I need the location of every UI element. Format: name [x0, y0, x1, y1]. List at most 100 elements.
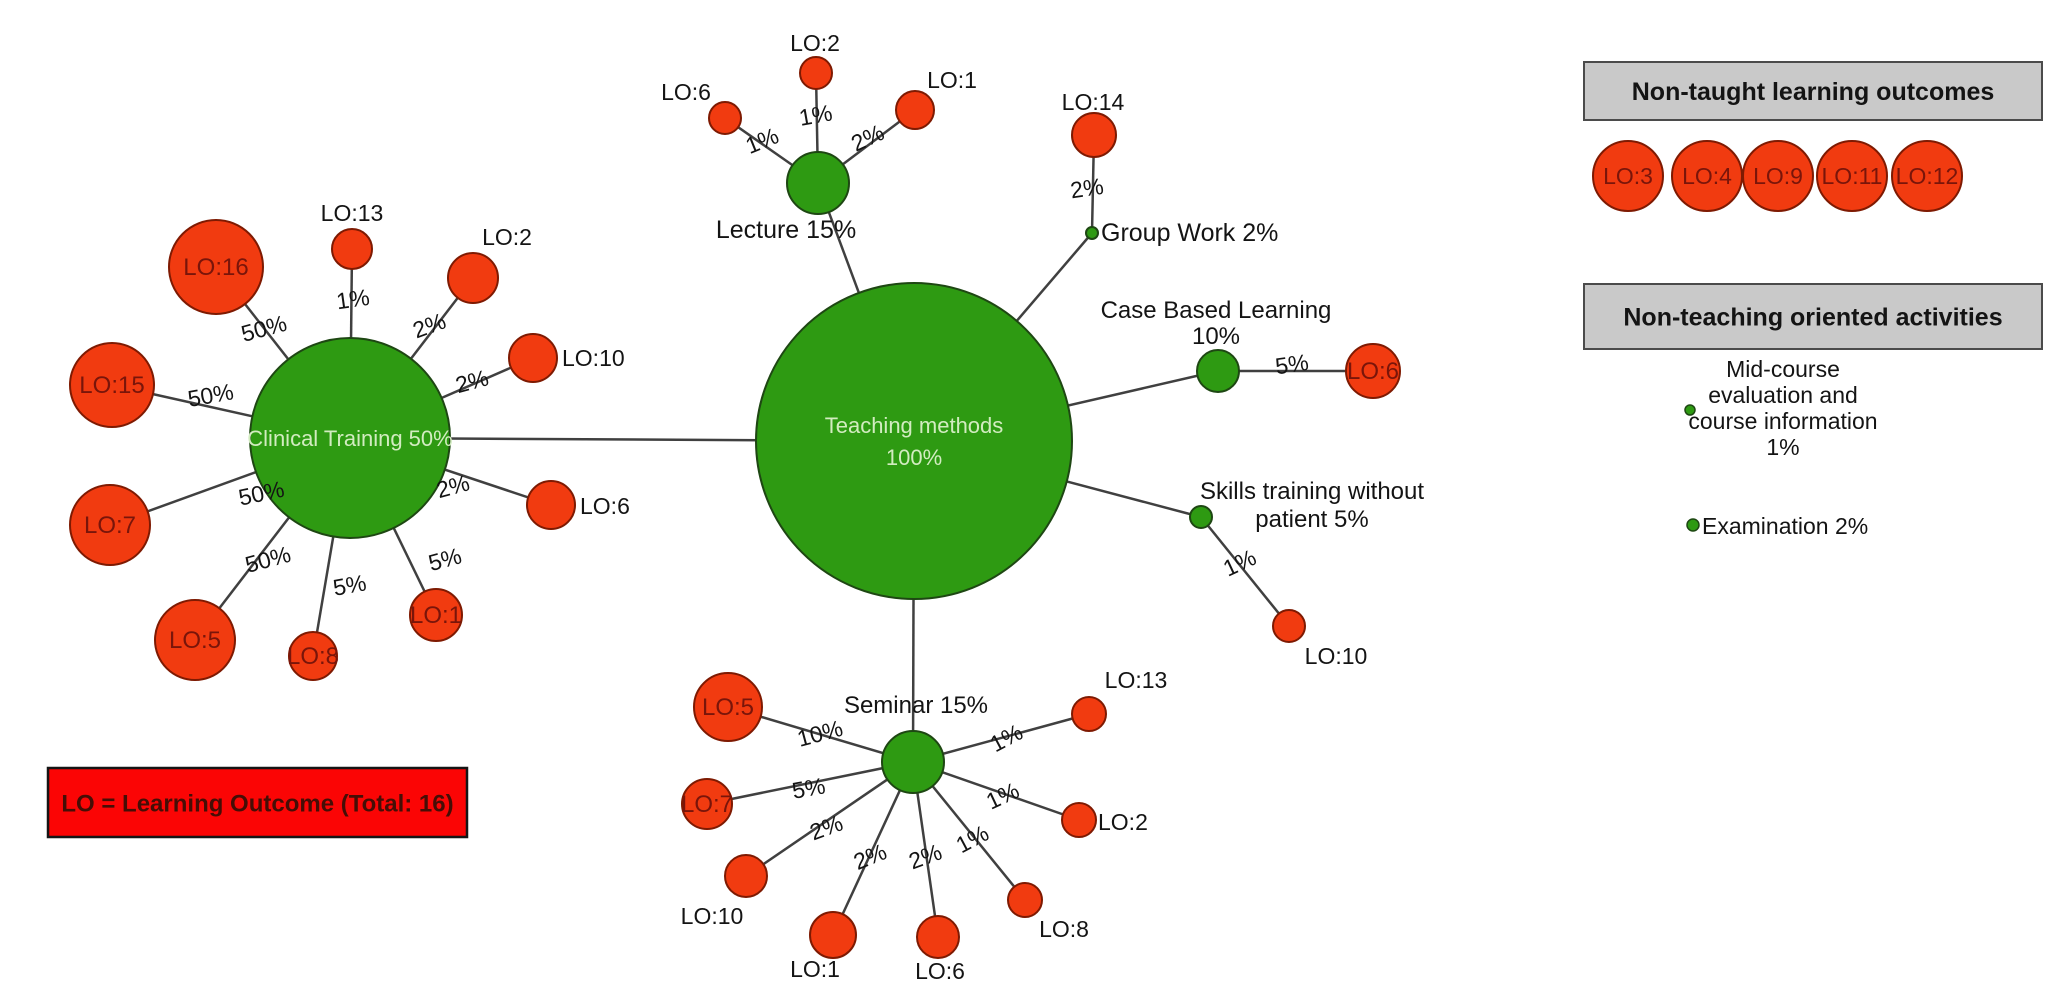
node-text-clinical: Clinical Training 50% [247, 426, 452, 451]
node-b_lo6 [1345, 343, 1401, 399]
non-taught-node-4 [1891, 140, 1963, 212]
edge-label-cbl-b_lo6: 5% [1274, 349, 1311, 379]
non-taught-node-3 [1816, 140, 1888, 212]
node-label-seminar: Seminar 15% [844, 692, 988, 719]
edge-label-clinical-c_lo1: 5% [426, 542, 465, 576]
node-label-skills: Skills training without [1200, 478, 1424, 505]
node-l_lo2 [799, 56, 833, 90]
node-teaching [755, 282, 1073, 600]
node-label-lecture: Lecture 15% [716, 216, 856, 244]
edge-label-clinical-c_lo15: 50% [186, 378, 236, 412]
edge-label-skills-s_lo10: 1% [1219, 544, 1260, 582]
node-label-m_lo8: LO:8 [1039, 916, 1089, 942]
non-taught-node-text-1: LO:4 [1682, 163, 1732, 189]
node-label-m_lo6: LO:6 [915, 958, 965, 984]
node-label-skills: patient 5% [1255, 506, 1368, 533]
edge-skills-s_lo10 [1200, 516, 1290, 627]
node-text-m_lo5: LO:5 [702, 694, 754, 721]
node-m_lo5 [693, 672, 763, 742]
edge-label-seminar-m_lo10: 2% [806, 810, 846, 846]
node-c_lo6 [526, 480, 576, 530]
node-m_lo6 [916, 915, 960, 959]
edge-label-lecture-l_lo2: 1% [797, 99, 834, 130]
activity-text-0: course information [1688, 408, 1877, 434]
node-label-l_lo1: LO:1 [927, 67, 977, 93]
activity-text-0: 1% [1766, 434, 1799, 460]
edge-label-seminar-m_lo5: 10% [794, 715, 845, 752]
edge-label-clinical-c_lo5: 50% [242, 541, 293, 578]
node-m_lo10 [724, 854, 768, 898]
node-c_lo10 [508, 333, 558, 383]
edge-label-seminar-m_lo13: 1% [985, 719, 1027, 758]
node-label-cbl: 10% [1192, 323, 1240, 350]
node-m_lo7 [681, 778, 733, 830]
non-taught-node-text-3: LO:11 [1822, 163, 1883, 189]
node-skills [1189, 505, 1213, 529]
activity-text-0: evaluation and [1708, 382, 1858, 408]
activity-text-0: Mid-course [1726, 356, 1840, 382]
key-box [46, 766, 469, 839]
node-c_lo13 [331, 228, 373, 270]
node-text-b_lo6: LO:6 [1347, 358, 1399, 385]
node-text-m_lo7: LO:7 [681, 791, 733, 818]
node-s_lo10 [1272, 609, 1306, 643]
node-label-l_lo6: LO:6 [661, 79, 711, 105]
node-c_lo8 [288, 631, 338, 681]
non-taught-node-text-4: LO:12 [1896, 163, 1959, 189]
node-text-c_lo8: LO:8 [287, 643, 339, 670]
node-text-c_lo5: LO:5 [169, 627, 221, 654]
node-c_lo1 [409, 588, 463, 642]
node-text-c_lo15: LO:15 [79, 372, 144, 399]
node-m_lo2 [1061, 802, 1097, 838]
node-text-teaching: 100% [886, 445, 942, 470]
node-c_lo16 [168, 219, 264, 315]
node-c_lo2 [447, 252, 499, 304]
edge-label-clinical-c_lo13: 1% [335, 284, 372, 314]
node-l_lo6 [708, 101, 742, 135]
node-label-cbl: Case Based Learning [1101, 297, 1332, 324]
non-taught-outcomes-box [1583, 61, 2043, 121]
edge-label-seminar-m_lo7: 5% [790, 772, 827, 803]
key-box-text: LO = Learning Outcome (Total: 16) [61, 791, 453, 818]
edge-label-seminar-m_lo1: 2% [850, 838, 891, 875]
non-taught-node-2 [1742, 140, 1814, 212]
edge-label-clinical-c_lo2: 2% [409, 308, 449, 344]
node-label-c_lo2: LO:2 [482, 224, 532, 250]
node-c_lo5 [154, 599, 236, 681]
node-label-g_lo14: LO:14 [1062, 89, 1125, 115]
node-g_lo14 [1071, 112, 1117, 158]
node-seminar [881, 730, 945, 794]
activity-dot-0 [1684, 404, 1696, 416]
node-label-m_lo13: LO:13 [1105, 667, 1168, 693]
activity-text-1: Examination 2% [1702, 513, 1868, 539]
node-lecture [786, 151, 850, 215]
node-text-c_lo7: LO:7 [84, 512, 136, 539]
node-text-c_lo1: LO:1 [410, 602, 462, 629]
edge-label-groupwork-g_lo14: 2% [1069, 173, 1106, 203]
edge-seminar-m_lo10 [745, 760, 914, 878]
node-label-s_lo10: LO:10 [1305, 643, 1368, 669]
non-teaching-activities-box [1583, 283, 2043, 350]
node-cbl [1196, 349, 1240, 393]
edge-label-clinical-c_lo10: 2% [453, 364, 492, 398]
non-taught-node-text-0: LO:3 [1603, 163, 1653, 189]
edge-label-lecture-l_lo1: 2% [847, 119, 888, 157]
node-c_lo7 [69, 484, 151, 566]
node-clinical [249, 337, 451, 539]
non-teaching-activities-title: Non-teaching oriented activities [1623, 304, 2002, 332]
edge-label-seminar-m_lo2: 1% [982, 777, 1023, 815]
non-taught-node-text-2: LO:9 [1753, 163, 1803, 189]
edge-label-seminar-m_lo6: 2% [905, 839, 945, 875]
node-label-groupwork: Group Work 2% [1101, 219, 1278, 247]
node-label-m_lo2: LO:2 [1098, 809, 1148, 835]
node-m_lo13 [1071, 696, 1107, 732]
node-groupwork [1085, 226, 1099, 240]
edge-label-clinical-c_lo16: 50% [238, 310, 289, 347]
node-label-m_lo1: LO:1 [790, 956, 840, 982]
edge-seminar-m_lo7 [706, 760, 914, 806]
non-taught-outcomes-title: Non-taught learning outcomes [1632, 78, 1995, 106]
non-taught-node-0 [1592, 140, 1664, 212]
node-label-c_lo13: LO:13 [321, 200, 384, 226]
